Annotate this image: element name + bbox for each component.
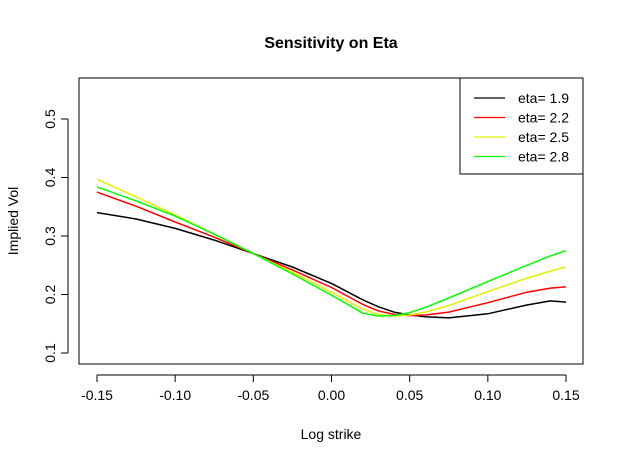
legend-label-2: eta= 2.2 bbox=[518, 110, 569, 126]
legend-label-4: eta= 2.8 bbox=[518, 149, 569, 165]
x-tick-label: 0.00 bbox=[318, 387, 345, 403]
y-tick-label: 0.2 bbox=[42, 285, 58, 305]
x-tick-label: 0.10 bbox=[474, 387, 501, 403]
series-line-1 bbox=[96, 211, 567, 319]
legend-label-3: eta= 2.5 bbox=[518, 129, 569, 145]
y-axis-title: Implied Vol bbox=[5, 187, 21, 255]
y-tick-label: 0.3 bbox=[42, 226, 58, 246]
x-tick-label: -0.10 bbox=[159, 387, 191, 403]
y-axis: 0.1 0.2 0.3 0.4 0.5 bbox=[42, 109, 69, 363]
legend-box bbox=[459, 77, 584, 175]
y-tick-label: 0.4 bbox=[42, 168, 58, 188]
x-tick-label: -0.05 bbox=[237, 387, 269, 403]
x-tick-label: 0.15 bbox=[552, 387, 579, 403]
series-line-4 bbox=[96, 186, 567, 317]
x-axis-title: Log strike bbox=[301, 426, 362, 442]
y-tick-label: 0.1 bbox=[42, 343, 58, 363]
legend-label-1: eta= 1.9 bbox=[518, 90, 569, 106]
series-line-2 bbox=[96, 191, 567, 317]
x-axis: -0.15 -0.10 -0.05 0.00 0.05 0.10 0.15 bbox=[81, 374, 580, 403]
y-tick-label: 0.5 bbox=[42, 109, 58, 129]
legend: eta= 1.9 eta= 2.2 eta= 2.5 eta= 2.8 bbox=[459, 77, 584, 175]
x-tick-label: 0.05 bbox=[396, 387, 423, 403]
plot-frame bbox=[78, 77, 584, 365]
x-tick-label: -0.15 bbox=[81, 387, 113, 403]
series-layer bbox=[96, 178, 567, 319]
chart-title: Sensitivity on Eta bbox=[264, 35, 397, 52]
